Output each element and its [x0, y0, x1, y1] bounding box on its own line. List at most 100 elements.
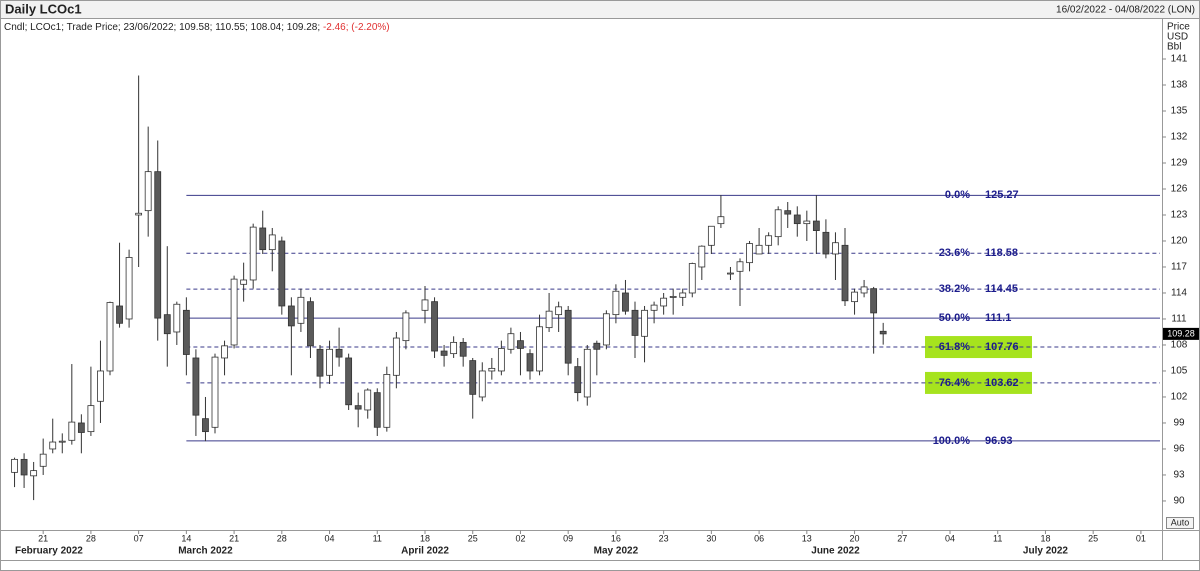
y-tick-label: 117	[1171, 262, 1187, 273]
x-tick-label: 06	[754, 533, 764, 543]
fib-value: 125.27	[985, 189, 1019, 201]
month-label: June 2022	[811, 546, 860, 557]
candle-body	[383, 374, 391, 428]
month-label: April 2022	[401, 546, 449, 557]
candle-body	[87, 405, 95, 433]
x-tick-label: 20	[850, 533, 860, 543]
x-tick-label: 02	[515, 533, 525, 543]
auto-button[interactable]	[1166, 517, 1194, 529]
x-tick-label: 28	[86, 533, 96, 543]
x-tick-label: 13	[802, 533, 812, 543]
candle-body	[707, 225, 715, 246]
x-tick-label: 18	[1040, 533, 1050, 543]
x-tick-label: 11	[373, 533, 382, 543]
candle-body	[698, 245, 706, 268]
x-tick-label: 04	[945, 533, 955, 543]
fib-percent: 23.6%	[939, 247, 970, 259]
y-tick-label: 135	[1171, 106, 1188, 117]
candle-body	[144, 171, 152, 212]
candle-body	[240, 279, 248, 285]
fib-percent: 76.4%	[939, 377, 970, 389]
candle-body	[268, 234, 276, 251]
candle-body	[526, 353, 534, 372]
candle-body	[287, 305, 295, 327]
x-tick-label: 21	[38, 533, 48, 543]
candle-body	[316, 348, 324, 377]
candle-body	[249, 226, 257, 281]
candle-body	[421, 299, 429, 311]
candle-body	[841, 244, 849, 302]
candle-body	[622, 292, 629, 312]
candle-body	[307, 301, 314, 347]
candle-body	[536, 326, 543, 372]
candle-body	[879, 330, 887, 335]
candle-body	[469, 360, 477, 395]
fib-percent: 61.8%	[939, 341, 970, 353]
x-tick-label: 23	[659, 533, 669, 543]
y-label: Price	[1167, 22, 1190, 33]
x-tick-label: 18	[420, 533, 430, 543]
month-label: February 2022	[15, 546, 83, 557]
legend: Cndl; LCOc1; Trade Price; 23/06/2022; 10…	[4, 22, 390, 33]
auto-label[interactable]: Auto	[1171, 517, 1190, 527]
candle-body	[106, 302, 114, 372]
last-price-label: 109.28	[1167, 328, 1195, 338]
candle-body	[717, 216, 725, 225]
fib-percent: 0.0%	[945, 189, 970, 201]
month-label: May 2022	[594, 546, 639, 557]
change-text: -2.46; (-2.20%)	[323, 22, 390, 33]
fib-value: 107.76	[985, 341, 1019, 353]
candle-body	[679, 292, 687, 298]
x-tick-label: 30	[706, 533, 716, 543]
y-tick-label: 96	[1173, 444, 1185, 455]
x-tick-label: 27	[897, 533, 907, 543]
candle-body	[497, 348, 505, 372]
candle-body	[660, 297, 668, 307]
candle-body	[860, 286, 868, 294]
candle-body	[39, 453, 47, 467]
candle-body	[440, 350, 448, 356]
candle-body	[202, 418, 209, 433]
x-tick-label: 11	[993, 533, 1002, 543]
y-tick-label: 132	[1171, 132, 1188, 143]
y-tick-label: 141	[1171, 54, 1188, 65]
fib-value: 103.62	[985, 377, 1019, 389]
candle-body	[11, 458, 18, 473]
candle-body	[116, 305, 123, 324]
candle-body	[392, 337, 400, 376]
candle-body	[182, 309, 190, 355]
month-label: July 2022	[1023, 546, 1068, 557]
candle-body	[211, 356, 219, 428]
legend-text: Cndl; LCOc1; Trade Price; 23/06/2022; 10…	[4, 22, 320, 33]
candle-body	[297, 296, 305, 324]
y-tick-label: 138	[1171, 80, 1188, 91]
month-label: March 2022	[178, 546, 233, 557]
y-tick-label: 129	[1171, 158, 1188, 169]
candle-body	[765, 235, 773, 246]
candle-body	[793, 214, 801, 225]
y-tick-label: 120	[1171, 236, 1188, 247]
fib-percent: 38.2%	[939, 283, 970, 295]
fib-value: 114.45	[985, 283, 1018, 295]
y-tick-label: 114	[1171, 288, 1187, 299]
candle-body	[125, 257, 133, 320]
fib-value: 118.58	[985, 247, 1018, 259]
y-tick-label: 105	[1171, 366, 1188, 377]
candle-body	[517, 340, 524, 349]
candle-body	[431, 301, 438, 352]
candle-body	[564, 309, 572, 364]
y-tick-label: 123	[1171, 210, 1188, 221]
candle-body	[402, 312, 410, 342]
candle-body	[669, 296, 677, 298]
y-tick-label: 126	[1171, 184, 1188, 195]
candle-body	[163, 314, 171, 335]
candle-body	[230, 278, 238, 346]
candle-body	[631, 309, 639, 336]
candle-body	[784, 210, 792, 215]
x-tick-label: 01	[1136, 533, 1146, 543]
y-label: USD	[1167, 32, 1188, 43]
candle-body	[555, 306, 563, 316]
candle-body	[345, 357, 353, 406]
candle-body	[326, 348, 333, 376]
